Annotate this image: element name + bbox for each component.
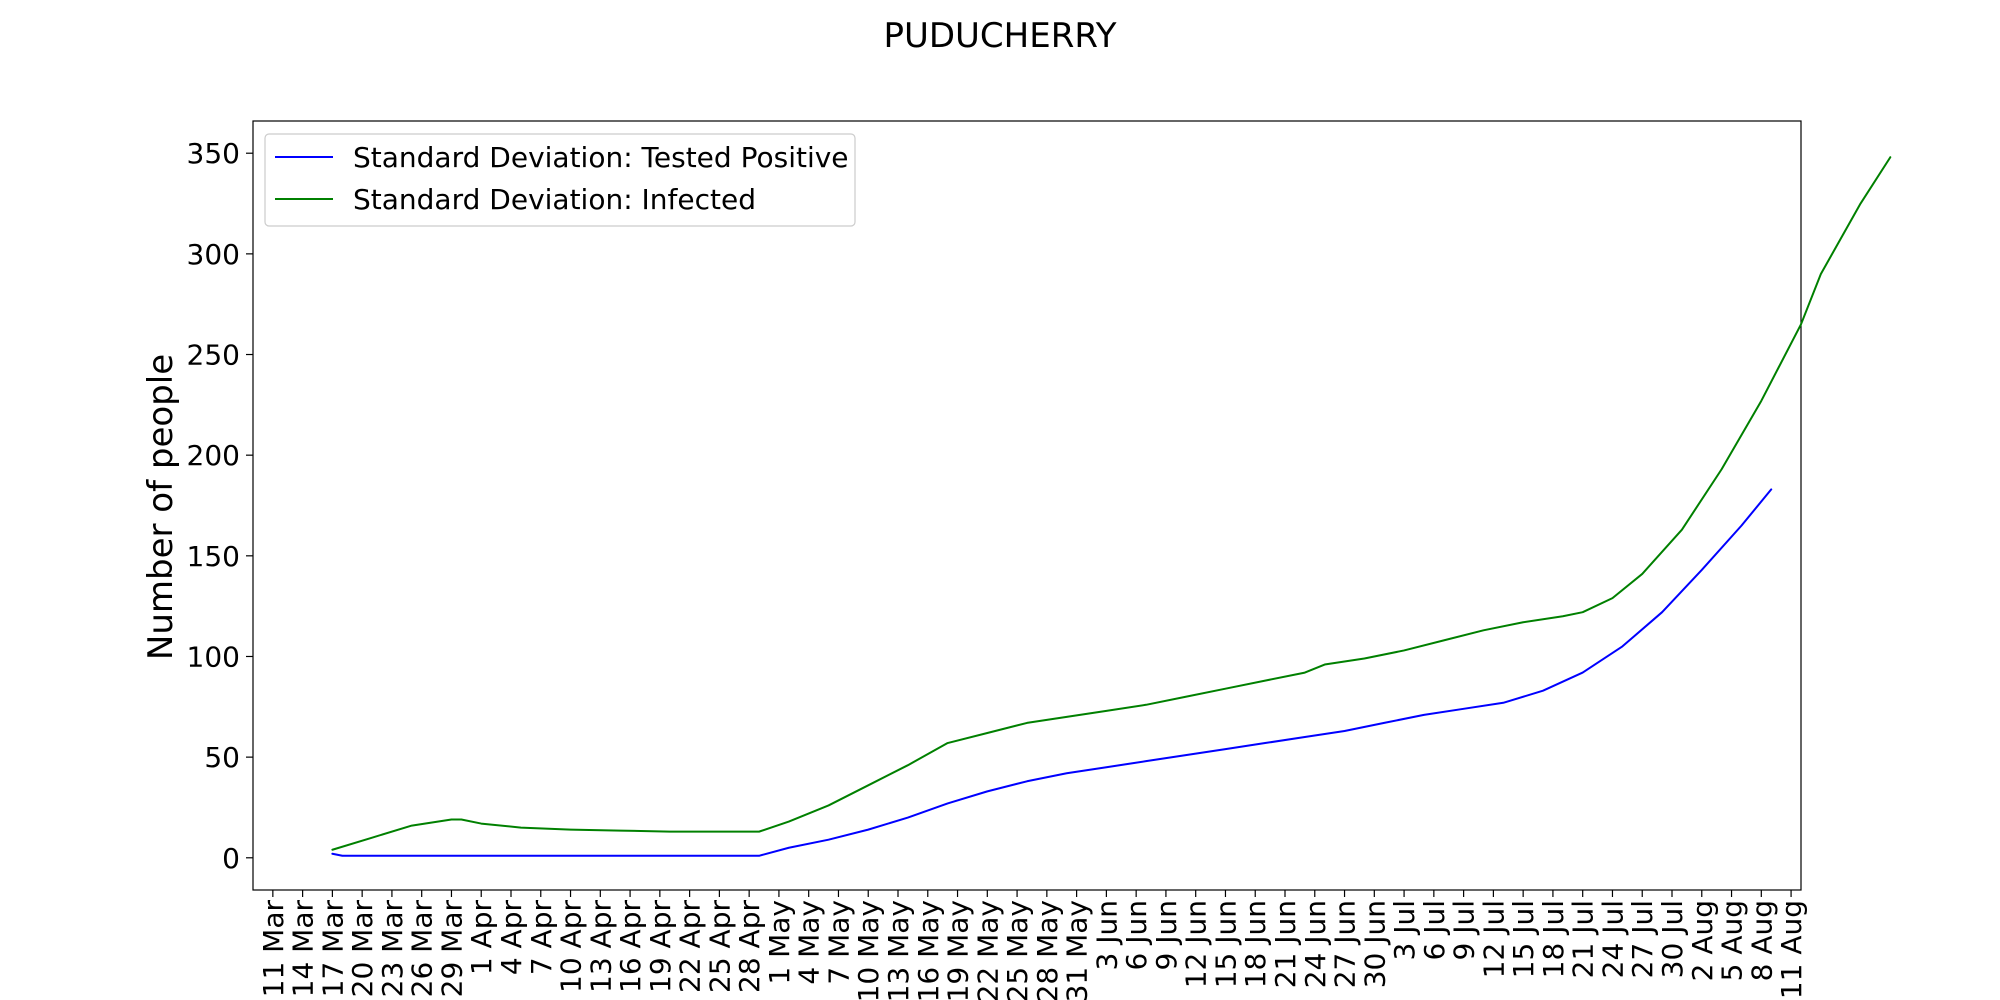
x-tick-label: 25 May xyxy=(1001,900,1034,1000)
x-tick-label: 12 Jun xyxy=(1180,900,1213,988)
x-tick-label: 9 Jul xyxy=(1448,900,1481,961)
x-tick-label: 6 Jul xyxy=(1418,900,1451,961)
legend-label-2: Standard Deviation: Infected xyxy=(353,183,756,216)
x-tick-label: 7 May xyxy=(822,900,855,985)
x-tick-label: 16 May xyxy=(912,900,945,1000)
y-tick-label: 350 xyxy=(187,137,240,170)
x-tick-label: 10 May xyxy=(852,900,885,1000)
x-tick-label: 5 Aug xyxy=(1716,900,1749,981)
x-tick-label: 1 May xyxy=(763,900,796,985)
x-tick-label: 15 Jul xyxy=(1507,900,1540,978)
y-tick-label: 100 xyxy=(187,640,240,673)
x-tick-label: 31 May xyxy=(1061,900,1094,1000)
x-tick-label: 18 Jun xyxy=(1239,900,1272,988)
x-tick-label: 19 May xyxy=(942,900,975,1000)
x-tick-label: 30 Jul xyxy=(1656,900,1689,978)
x-tick-label: 11 Mar xyxy=(257,900,290,998)
y-tick-label: 300 xyxy=(187,238,240,271)
x-tick-label: 28 Apr xyxy=(733,900,766,993)
y-tick-label: 200 xyxy=(187,439,240,472)
x-tick-label: 15 Jun xyxy=(1209,900,1242,988)
chart-title: PUDUCHERRY xyxy=(883,16,1116,56)
x-tick-label: 3 Jul xyxy=(1388,900,1421,961)
x-tick-label: 12 Jul xyxy=(1477,900,1510,978)
series-layer xyxy=(331,156,1892,857)
x-tick-label: 11 Aug xyxy=(1775,900,1808,999)
x-tick-label: 1 Apr xyxy=(465,900,498,976)
series-line-1 xyxy=(331,488,1773,857)
x-tick-label: 7 Apr xyxy=(525,900,558,976)
x-tick-label: 9 Jun xyxy=(1150,900,1183,970)
y-axis-label: Number of people xyxy=(141,354,181,660)
x-tick-label: 21 Jul xyxy=(1567,900,1600,978)
x-tick-label: 20 Mar xyxy=(346,900,379,998)
x-tick-label: 26 Mar xyxy=(406,900,439,998)
x-tick-label: 28 May xyxy=(1031,900,1064,1000)
legend: Standard Deviation: Tested Positive Stand… xyxy=(264,133,856,227)
x-tick-label: 22 Apr xyxy=(674,900,707,993)
x-tick-label: 22 May xyxy=(971,900,1004,1000)
x-tick-label: 27 Jul xyxy=(1626,900,1659,978)
x-tick-label: 21 Jun xyxy=(1269,900,1302,988)
legend-label-1: Standard Deviation: Tested Positive xyxy=(353,141,849,174)
x-tick-label: 8 Aug xyxy=(1745,900,1778,981)
x-tick-label: 13 Apr xyxy=(584,900,617,993)
x-tick-label: 10 Apr xyxy=(555,900,588,993)
x-tick-label: 23 Mar xyxy=(376,900,409,998)
x-tick-label: 16 Apr xyxy=(614,900,647,993)
x-tick-label: 13 May xyxy=(882,900,915,1000)
x-tick-label: 2 Aug xyxy=(1686,900,1719,981)
x-tick-label: 29 Mar xyxy=(435,900,468,998)
x-tick-label: 19 Apr xyxy=(644,900,677,993)
x-tick-label: 4 Apr xyxy=(495,900,528,976)
x-tick-label: 24 Jul xyxy=(1596,900,1629,978)
series-line-2 xyxy=(331,156,1892,851)
y-tick-label: 50 xyxy=(204,741,240,774)
x-tick-label: 30 Jun xyxy=(1358,900,1391,988)
x-tick-label: 25 Apr xyxy=(703,900,736,993)
x-tick-label: 4 May xyxy=(793,900,826,985)
x-tick-label: 17 Mar xyxy=(316,900,349,998)
x-tick-label: 24 Jun xyxy=(1299,900,1332,988)
y-axis: 0 50 100 150 200 250 300 350 xyxy=(187,137,253,875)
plot-area-frame xyxy=(252,120,1802,891)
y-tick-label: 250 xyxy=(187,339,240,372)
y-tick-label: 150 xyxy=(187,540,240,573)
x-tick-label: 18 Jul xyxy=(1537,900,1570,978)
x-tick-label: 6 Jun xyxy=(1120,900,1153,970)
y-tick-label: 0 xyxy=(222,842,240,875)
x-tick-label: 14 Mar xyxy=(287,900,320,998)
x-tick-label: 3 Jun xyxy=(1090,900,1123,970)
x-tick-label: 27 Jun xyxy=(1329,900,1362,988)
legend-box xyxy=(264,133,856,227)
